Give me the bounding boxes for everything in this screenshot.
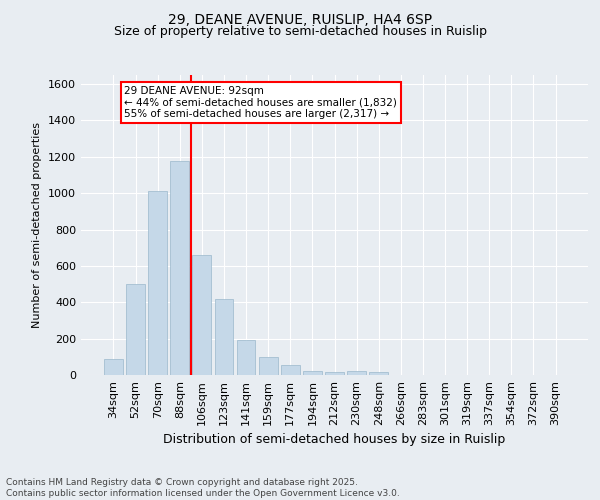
X-axis label: Distribution of semi-detached houses by size in Ruislip: Distribution of semi-detached houses by … xyxy=(163,434,506,446)
Bar xyxy=(303,372,322,375)
Bar xyxy=(325,372,344,375)
Text: 29, DEANE AVENUE, RUISLIP, HA4 6SP: 29, DEANE AVENUE, RUISLIP, HA4 6SP xyxy=(168,12,432,26)
Text: Contains HM Land Registry data © Crown copyright and database right 2025.
Contai: Contains HM Land Registry data © Crown c… xyxy=(6,478,400,498)
Bar xyxy=(215,298,233,375)
Bar xyxy=(170,162,189,375)
Bar xyxy=(236,340,256,375)
Bar xyxy=(193,255,211,375)
Y-axis label: Number of semi-detached properties: Number of semi-detached properties xyxy=(32,122,43,328)
Bar xyxy=(370,372,388,375)
Bar xyxy=(259,357,278,375)
Bar xyxy=(148,192,167,375)
Bar xyxy=(126,284,145,375)
Text: 29 DEANE AVENUE: 92sqm
← 44% of semi-detached houses are smaller (1,832)
55% of : 29 DEANE AVENUE: 92sqm ← 44% of semi-det… xyxy=(124,86,397,119)
Text: Size of property relative to semi-detached houses in Ruislip: Size of property relative to semi-detach… xyxy=(113,25,487,38)
Bar xyxy=(281,365,299,375)
Bar xyxy=(104,358,123,375)
Bar xyxy=(347,372,366,375)
